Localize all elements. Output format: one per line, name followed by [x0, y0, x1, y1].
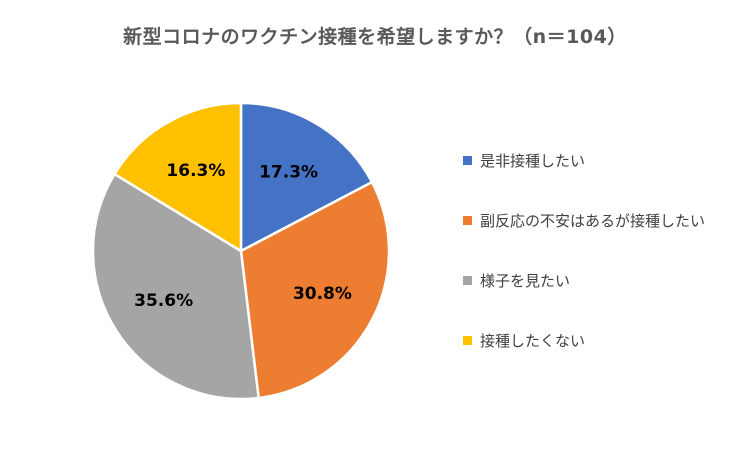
legend-swatch-0 [463, 156, 472, 165]
legend-label-1: 副反応の不安はあるが接種したい [480, 212, 706, 230]
pie-slice-2 [91, 172, 260, 401]
legend-label-2: 様子を見たい [480, 272, 571, 290]
data-label-3: 16.3% [166, 161, 225, 181]
data-label-1: 30.8% [293, 284, 352, 304]
legend-swatch-2 [463, 276, 472, 285]
pie-data-labels: 17.3% 30.8% 35.6% 16.3% [134, 161, 352, 311]
pie-slice-0 [239, 101, 374, 253]
data-label-0: 17.3% [259, 162, 318, 182]
pie-slices [91, 101, 391, 401]
chart-title: 新型コロナのワクチン接種を希望しますか？（n＝104） [123, 26, 627, 48]
legend-swatch-3 [463, 336, 472, 345]
data-label-2: 35.6% [134, 291, 193, 311]
legend-label-0: 是非接種したい [480, 152, 586, 170]
pie-slice-1 [239, 180, 391, 400]
legend-swatch-1 [463, 216, 472, 225]
pie-slice-3 [113, 101, 243, 253]
legend-label-3: 接種したくない [480, 332, 586, 350]
